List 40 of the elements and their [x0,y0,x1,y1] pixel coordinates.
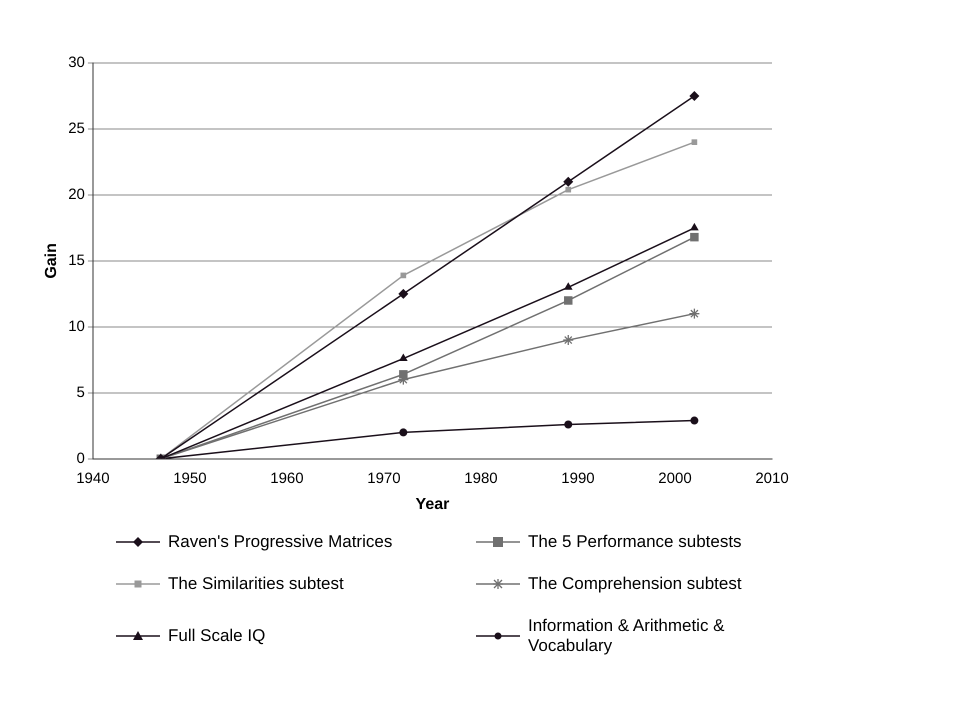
point [690,222,699,230]
point [564,282,573,290]
point [564,420,572,428]
legend-label: The 5 Performance subtests [528,532,742,552]
x-tick-label: 1980 [464,470,498,487]
y-tick-label: 0 [76,450,85,467]
x-tick-label: 1990 [561,470,595,487]
legend-label: Raven's Progressive Matrices [168,532,392,552]
y-axis-title: Gain [43,243,60,279]
x-tick-label: 2000 [658,470,692,487]
y-tick-label: 10 [68,318,85,336]
point [690,416,698,425]
point [688,308,700,320]
x-tick-label: 1940 [76,470,110,487]
legend-label: Information & Arithmetic & Vocabulary [528,616,726,656]
x-tick-label: 1970 [367,470,401,487]
y-tick-label: 20 [68,186,85,204]
point [689,90,700,101]
y-tick-label: 5 [76,384,85,401]
point [562,334,574,346]
y-tick-label: 25 [68,120,85,138]
x-tick-label: 2010 [755,470,789,487]
point [399,428,408,436]
legend-label: The Similarities subtest [168,574,344,594]
x-axis-title: Year [416,496,450,513]
point [564,296,573,305]
point [563,176,574,187]
point [399,370,408,379]
point [398,288,408,299]
y-tick-label: 15 [68,252,85,270]
legend-label: Full Scale IQ [168,626,266,646]
x-tick-label: 1960 [270,470,304,487]
x-tick-label: 1950 [173,470,207,487]
y-tick-label: 30 [68,54,85,72]
point [399,354,408,362]
point [400,272,406,278]
point [565,186,572,192]
point [690,232,699,242]
legend-label: The Comprehension subtest [528,574,742,594]
point [692,139,698,145]
